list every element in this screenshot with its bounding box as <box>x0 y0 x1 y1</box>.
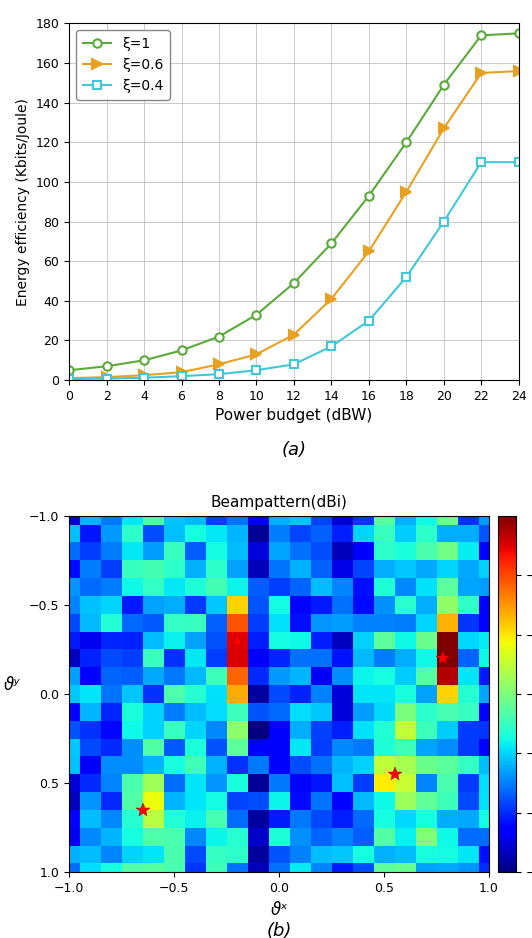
X-axis label: ϑˣ: ϑˣ <box>270 900 288 918</box>
ξ=1 <box>365 190 372 202</box>
ξ=0.6 <box>290 329 297 340</box>
ξ=0.6 <box>365 246 372 257</box>
ξ=1 <box>478 30 485 41</box>
ξ=1 <box>516 28 522 39</box>
ξ=0.4 <box>216 369 222 380</box>
ξ=0.6 <box>440 123 447 134</box>
ξ=1 <box>141 355 147 366</box>
ξ=0.4 <box>103 373 110 385</box>
ξ=0.6 <box>66 372 72 384</box>
ξ=0.6 <box>216 358 222 370</box>
ξ=0.6 <box>478 68 485 79</box>
Y-axis label: Energy efficiency (Kbits/Joule): Energy efficiency (Kbits/Joule) <box>16 98 30 306</box>
ξ=0.6 <box>253 349 260 360</box>
ξ=1 <box>328 237 335 249</box>
ξ=0.4 <box>328 340 335 352</box>
ξ=0.6 <box>516 66 522 77</box>
Line: ξ=0.6: ξ=0.6 <box>64 67 523 383</box>
ξ=0.4 <box>290 358 297 370</box>
ξ=1 <box>440 79 447 90</box>
ξ=1 <box>403 137 410 148</box>
Title: Beampattern(dBi): Beampattern(dBi) <box>211 495 347 510</box>
Line: ξ=0.4: ξ=0.4 <box>65 158 523 384</box>
ξ=0.4 <box>516 157 522 168</box>
ξ=0.4 <box>66 373 72 385</box>
ξ=0.4 <box>178 371 185 382</box>
ξ=0.6 <box>328 294 335 305</box>
ξ=0.4 <box>365 315 372 326</box>
ξ=1 <box>290 278 297 289</box>
Text: (a): (a) <box>281 441 306 459</box>
ξ=0.6 <box>103 371 110 383</box>
ξ=0.4 <box>403 271 410 282</box>
X-axis label: Power budget (dBW): Power budget (dBW) <box>215 408 372 423</box>
Line: ξ=1: ξ=1 <box>65 29 523 374</box>
ξ=0.6 <box>141 370 147 381</box>
ξ=0.4 <box>478 157 485 168</box>
Text: (b): (b) <box>267 922 292 938</box>
Legend: ξ=1, ξ=0.6, ξ=0.4: ξ=1, ξ=0.6, ξ=0.4 <box>76 30 170 100</box>
ξ=1 <box>66 365 72 376</box>
ξ=0.4 <box>253 365 260 376</box>
ξ=0.4 <box>141 372 147 384</box>
ξ=1 <box>178 345 185 356</box>
Y-axis label: ϑʸ: ϑʸ <box>4 676 21 694</box>
ξ=0.6 <box>178 367 185 378</box>
ξ=1 <box>216 331 222 342</box>
ξ=1 <box>103 360 110 371</box>
ξ=1 <box>253 310 260 321</box>
ξ=0.4 <box>440 216 447 227</box>
ξ=0.6 <box>403 187 410 198</box>
